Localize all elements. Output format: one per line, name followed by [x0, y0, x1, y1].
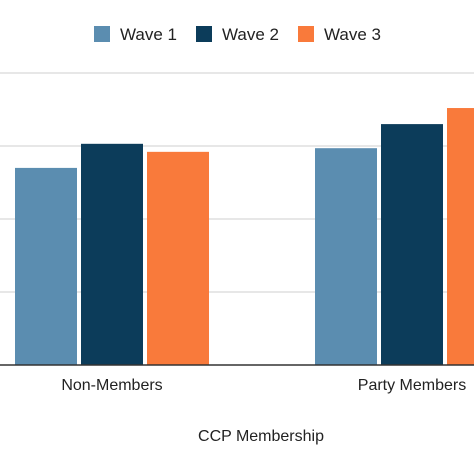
- bar-non-members-wave-2: [81, 143, 143, 365]
- bars: [15, 108, 474, 365]
- legend-swatch: [196, 26, 212, 42]
- bar-party-members-wave-1: [315, 148, 377, 365]
- x-axis-title: CCP Membership: [198, 428, 324, 445]
- axes: Non-Members Party Members: [0, 364, 474, 394]
- bar-non-members-wave-3: [147, 151, 209, 365]
- legend-label: Wave 2: [222, 25, 279, 44]
- x-tick-label: Party Members: [358, 377, 466, 394]
- x-tick-label: Non-Members: [61, 377, 162, 394]
- bar-party-members-wave-2: [381, 124, 443, 365]
- legend: Wave 1 Wave 2 Wave 3: [94, 25, 381, 44]
- legend-label: Wave 1: [120, 25, 177, 44]
- bar-non-members-wave-1: [15, 167, 77, 365]
- legend-swatch: [94, 26, 110, 42]
- legend-label: Wave 3: [324, 25, 381, 44]
- bar-party-members-wave-3: [447, 108, 474, 365]
- legend-swatch: [298, 26, 314, 42]
